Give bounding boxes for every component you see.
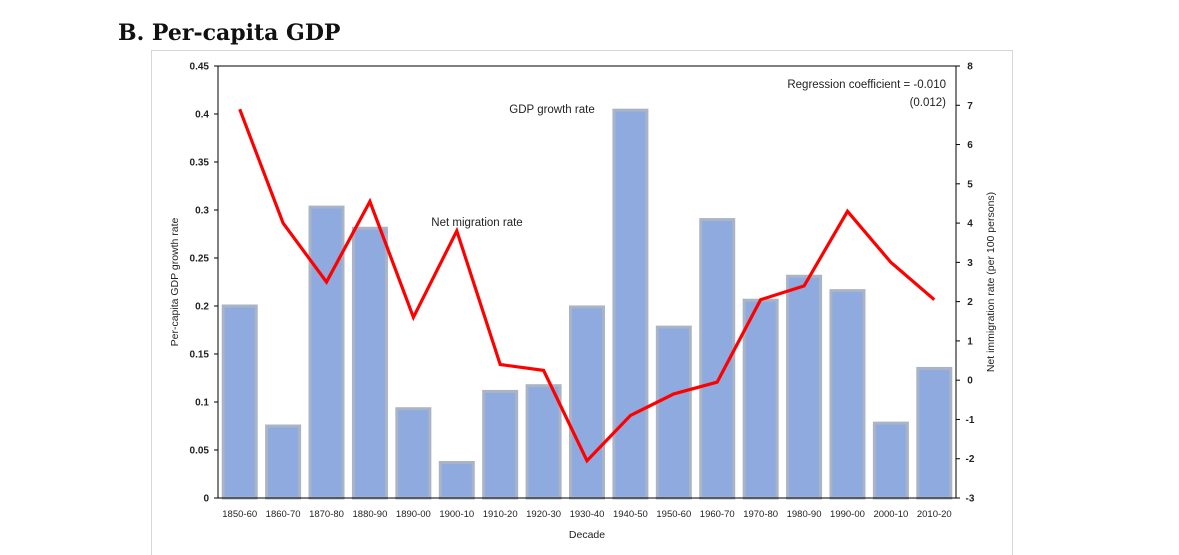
x-axis-title: Decade — [569, 529, 605, 541]
y2-tick-label: 7 — [967, 101, 973, 112]
bar-1990-00 — [829, 289, 866, 500]
x-tick-label: 1970-80 — [743, 509, 778, 520]
regression-coefficient: Regression coefficient = -0.010 — [787, 79, 946, 91]
y-tick-label: 0.45 — [190, 62, 210, 73]
x-tick-label: 1900-10 — [439, 509, 474, 520]
x-tick-label: 1920-30 — [526, 509, 561, 520]
bar-1900-10 — [438, 460, 475, 500]
bar-1860-70 — [265, 424, 302, 500]
bar-series-label: GDP growth rate — [509, 104, 594, 116]
y-tick-label: 0 — [203, 494, 209, 505]
x-tick-label: 1950-60 — [656, 509, 691, 520]
bar-1970-80 — [742, 298, 779, 500]
bar-1920-30 — [525, 384, 562, 500]
bar-2000-10 — [872, 421, 909, 500]
x-tick-label: 1910-20 — [483, 509, 518, 520]
line-series-label: Net migration rate — [431, 217, 522, 229]
y2-tick-label: 6 — [967, 140, 973, 151]
x-tick-label: 1990-00 — [830, 509, 865, 520]
x-tick-label: 1940-50 — [613, 509, 648, 520]
x-tick-label: 1930-40 — [570, 509, 605, 520]
y2-axis-title: Net immigration rate (per 100 persons) — [985, 192, 997, 372]
y2-tick-label: 3 — [967, 258, 973, 269]
y2-tick-label: 8 — [967, 62, 973, 73]
bar-2010-20 — [916, 366, 953, 500]
x-tick-label: 1870-80 — [309, 509, 344, 520]
y-tick-label: 0.4 — [195, 110, 209, 121]
y-tick-label: 0.25 — [190, 254, 210, 265]
chart-frame — [151, 50, 1013, 555]
bar-1870-80 — [308, 205, 345, 500]
bar-1910-20 — [482, 389, 519, 500]
y2-tick-label: 2 — [967, 297, 973, 308]
x-tick-label: 1880-90 — [353, 509, 388, 520]
y-tick-label: 0.1 — [195, 398, 209, 409]
x-tick-label: 2000-10 — [873, 509, 908, 520]
y-axis-title: Per-capita GDP growth rate — [169, 217, 181, 346]
x-tick-label: 1980-90 — [787, 509, 822, 520]
x-tick-label: 2010-20 — [917, 509, 952, 520]
y2-tick-label: 5 — [967, 179, 973, 190]
bar-1940-50 — [612, 108, 649, 500]
bar-1850-60 — [221, 304, 258, 500]
y2-tick-label: 4 — [967, 219, 973, 230]
y-tick-label: 0.3 — [195, 206, 209, 217]
x-tick-label: 1890-00 — [396, 509, 431, 520]
y2-tick-label: 1 — [967, 336, 973, 347]
regression-standard-error: (0.012) — [910, 97, 947, 109]
y2-tick-label: -3 — [966, 494, 975, 505]
bar-1930-40 — [569, 305, 605, 500]
bar-1950-60 — [655, 325, 692, 500]
y-tick-label: 0.15 — [190, 350, 210, 361]
x-tick-label: 1960-70 — [700, 509, 735, 520]
y2-tick-label: -1 — [966, 415, 975, 426]
y2-tick-label: 0 — [967, 376, 973, 387]
y-tick-label: 0.2 — [195, 302, 209, 313]
y-tick-label: 0.05 — [190, 446, 210, 457]
bar-1880-90 — [351, 226, 388, 500]
section-title: B. Per-capita GDP — [118, 20, 341, 46]
bar-1980-90 — [786, 274, 823, 500]
x-tick-label: 1850-60 — [222, 509, 257, 520]
bar-1890-00 — [395, 407, 432, 500]
x-tick-label: 1860-70 — [266, 509, 301, 520]
y-tick-label: 0.35 — [190, 158, 210, 169]
y2-tick-label: -2 — [966, 454, 975, 465]
